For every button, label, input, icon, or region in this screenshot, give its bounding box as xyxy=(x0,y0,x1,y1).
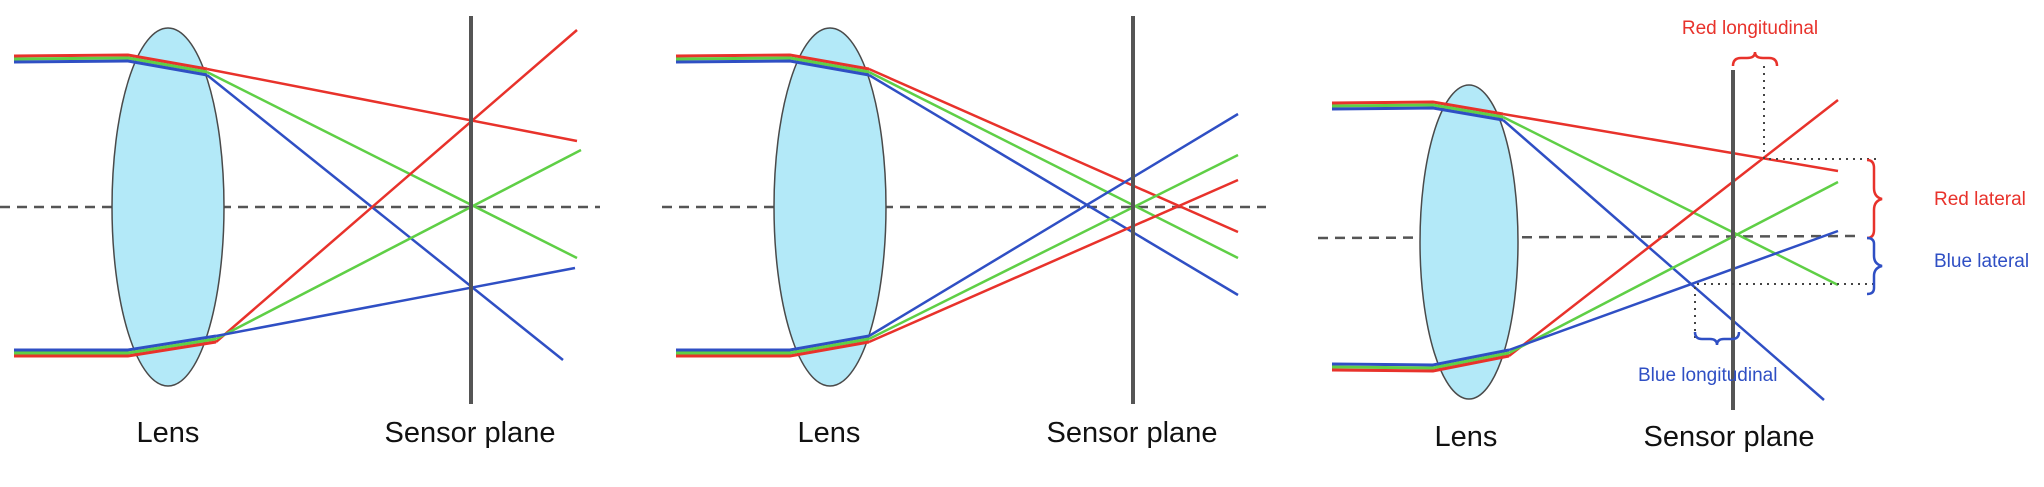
lens xyxy=(773,27,887,387)
green-ray-bottom xyxy=(868,153,1239,341)
red-ray-bottom xyxy=(868,178,1239,344)
blue-longitudinal-brace xyxy=(1693,331,1741,346)
lens xyxy=(1419,84,1519,400)
incoming-rays-bottom xyxy=(676,334,870,358)
sensor-label: Sensor plane xyxy=(385,417,556,449)
red-ray-top xyxy=(206,67,578,143)
blue-lateral-label: Blue lateral xyxy=(1934,251,2029,272)
red-lateral-brace xyxy=(1866,158,1883,240)
diagram-longitudinal: Lens Sensor plane xyxy=(0,16,600,449)
blue-ray-bottom xyxy=(868,112,1239,338)
diagram-lateral: Lens Sensor plane xyxy=(662,16,1266,449)
red-ray-bottom xyxy=(215,29,578,343)
blue-ray-bottom xyxy=(215,266,576,338)
incoming-rays-bottom xyxy=(14,334,217,358)
green-ray-top xyxy=(206,70,578,260)
blue-ray-top xyxy=(868,73,1239,297)
blue-ray-top xyxy=(206,74,564,361)
red-ray-top xyxy=(1502,112,1839,173)
blue-longitudinal-label: Blue longitudinal xyxy=(1638,365,1777,386)
incoming-rays-bottom xyxy=(1331,348,1510,373)
incoming-rays-top xyxy=(1331,100,1504,122)
blue-ray-top xyxy=(1502,119,1825,401)
red-lateral-label: Red lateral xyxy=(1934,189,2026,210)
lens-label: Lens xyxy=(137,417,200,449)
sensor-label: Sensor plane xyxy=(1644,421,1815,453)
blue-lateral-brace xyxy=(1866,236,1883,296)
lens xyxy=(111,27,225,387)
green-ray-bottom xyxy=(1508,180,1839,355)
optical-axis xyxy=(1317,234,1861,240)
green-ray-top xyxy=(868,70,1239,260)
green-ray-top xyxy=(1502,115,1839,287)
green-ray-bottom xyxy=(215,148,582,341)
guide-lines xyxy=(1694,66,1876,338)
diagram-combined: Red longitudinal Red lateral Blue latera… xyxy=(1317,18,2029,453)
red-ray-bottom xyxy=(1508,99,1839,357)
sensor-label: Sensor plane xyxy=(1047,417,1218,449)
red-longitudinal-brace xyxy=(1731,51,1779,67)
blue-ray-bottom xyxy=(1508,229,1839,352)
incoming-rays-top xyxy=(13,53,208,77)
red-longitudinal-label: Red longitudinal xyxy=(1682,18,1818,39)
lens-label: Lens xyxy=(798,417,861,449)
red-ray-top xyxy=(868,67,1239,234)
lens-label: Lens xyxy=(1435,421,1498,453)
incoming-rays-top xyxy=(675,53,870,77)
